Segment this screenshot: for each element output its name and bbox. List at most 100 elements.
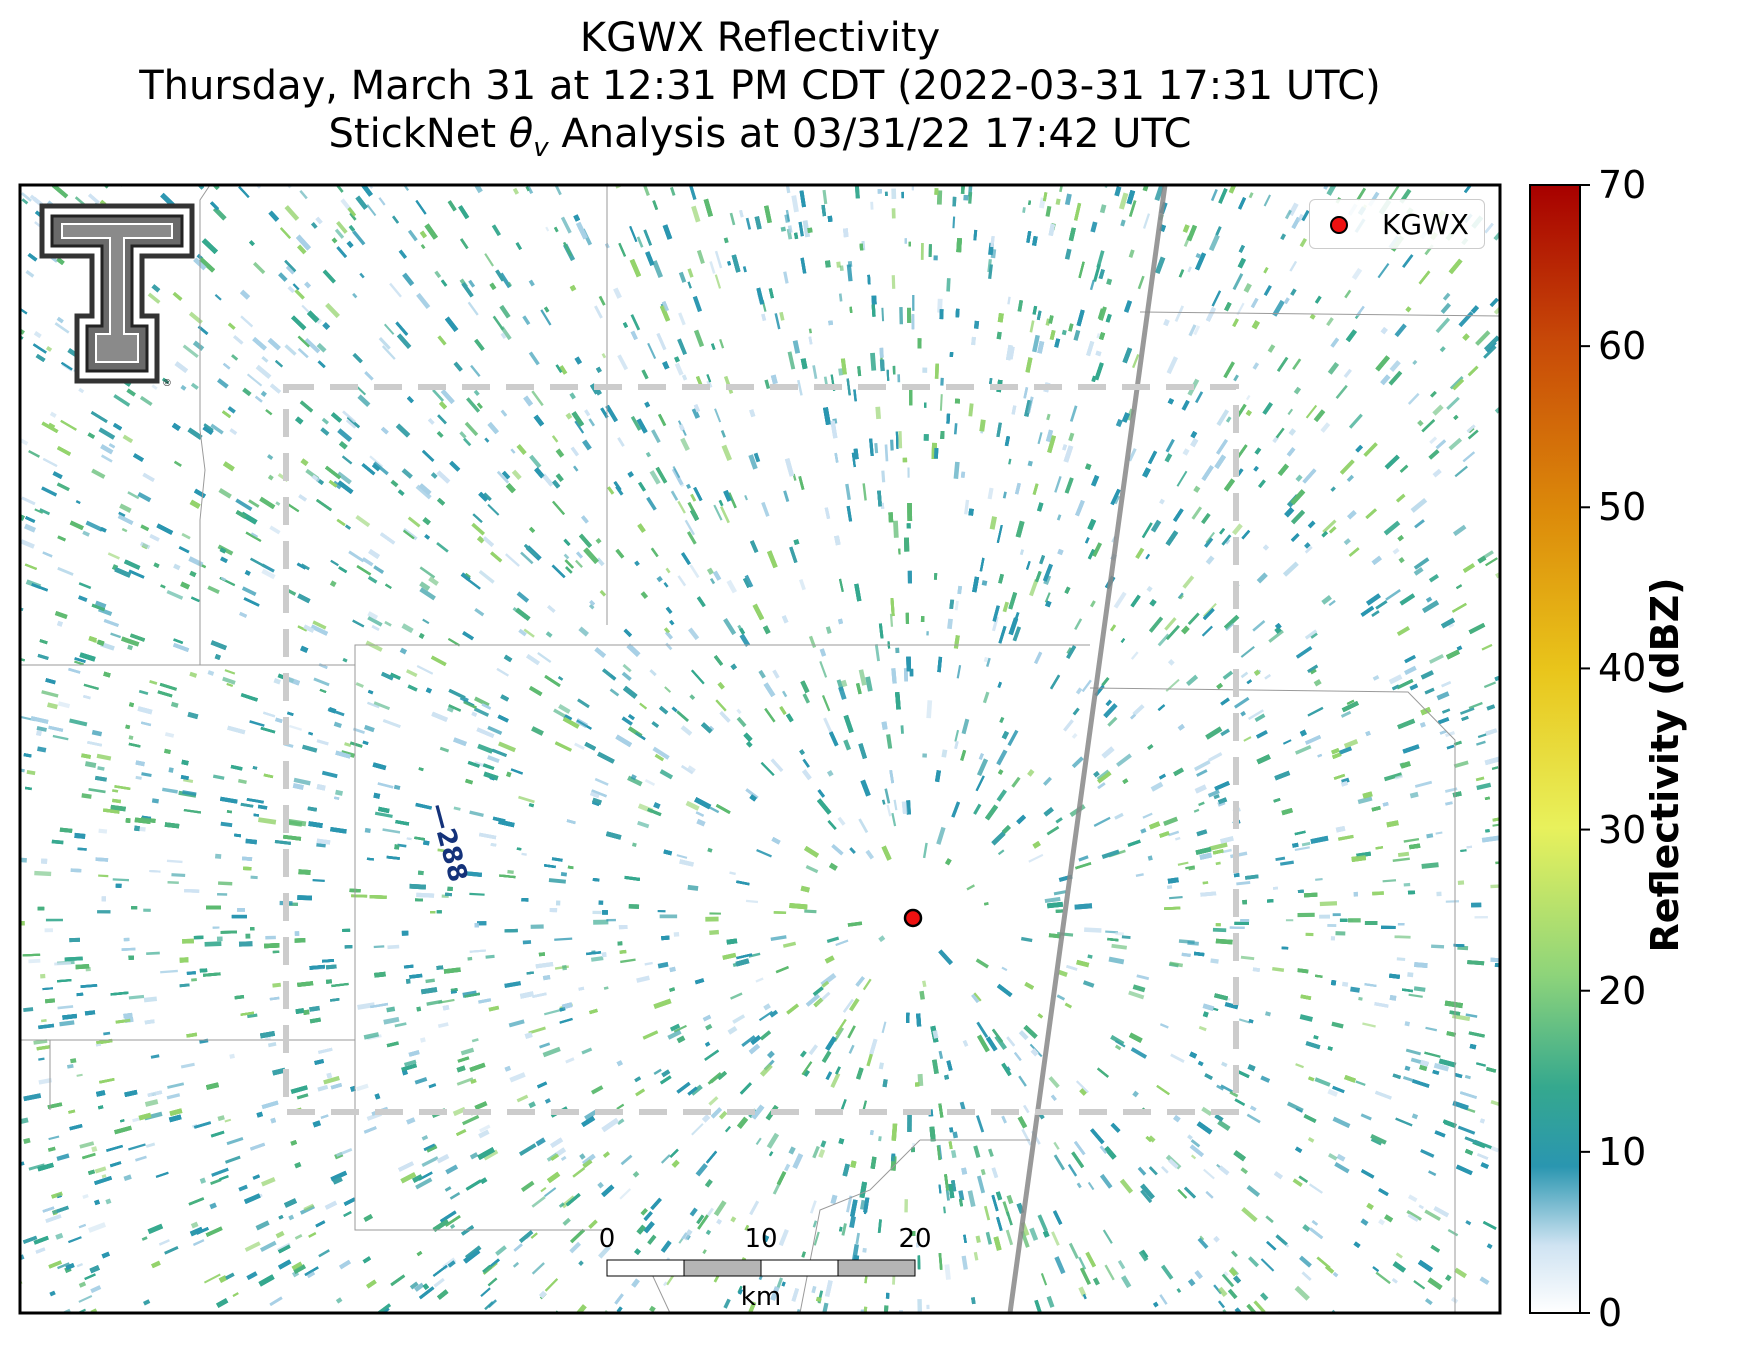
echo-gate — [1118, 192, 1129, 210]
echo-gate — [389, 282, 402, 298]
echo-gate — [76, 1073, 83, 1077]
echo-gate — [968, 403, 974, 417]
echo-gate — [729, 212, 736, 226]
echo-gate — [1096, 250, 1105, 269]
echo-gate — [1411, 1113, 1419, 1120]
echo-gate — [1346, 474, 1355, 483]
echo-gate — [691, 1123, 704, 1136]
echo-gate — [1128, 990, 1145, 1000]
echo-gate — [1388, 185, 1401, 200]
echo-gate — [166, 589, 184, 600]
echo-gate — [217, 881, 233, 886]
echo-gate — [563, 553, 570, 560]
echo-gate — [419, 587, 436, 601]
echo-gate — [1246, 1185, 1261, 1198]
echo-gate — [950, 1149, 957, 1159]
echo-gate — [138, 689, 149, 696]
echo-gate — [1212, 927, 1227, 933]
echo-gate — [805, 865, 819, 874]
echo-gate — [956, 665, 962, 679]
echo-gate — [1182, 448, 1190, 456]
echo-gate — [1414, 780, 1433, 788]
echo-gate — [1140, 828, 1147, 834]
echo-gate — [500, 332, 507, 339]
echo-gate — [498, 741, 516, 753]
echo-gate — [553, 708, 567, 719]
echo-gate — [812, 1220, 818, 1228]
echo-gate — [659, 914, 678, 919]
echo-gate — [730, 1216, 737, 1223]
echo-gate — [1299, 237, 1308, 248]
echo-gate — [1282, 739, 1292, 745]
echo-gate — [393, 784, 401, 791]
echo-gate — [1116, 753, 1132, 767]
echo-gate — [1424, 1209, 1441, 1221]
echo-gate — [802, 220, 811, 238]
echo-gate — [1495, 565, 1500, 579]
echo-gate — [1454, 1267, 1467, 1279]
echo-gate — [1370, 1138, 1382, 1146]
echo-gate — [991, 616, 999, 632]
echo-gate — [1177, 592, 1184, 599]
echo-gate — [151, 384, 158, 390]
echo-gate — [1272, 966, 1285, 973]
echo-gate — [1169, 961, 1184, 968]
echo-gate — [1051, 1231, 1060, 1246]
echo-gate — [574, 420, 585, 434]
echo-gate — [367, 575, 378, 584]
echo-gate — [344, 742, 352, 748]
echo-gate — [677, 575, 687, 587]
echo-gate — [874, 644, 880, 662]
echo-gate — [1403, 882, 1411, 887]
echo-gate — [128, 1143, 146, 1151]
echo-gate — [144, 1099, 159, 1107]
echo-gate — [149, 679, 158, 685]
echo-gate — [1272, 299, 1285, 317]
echo-gate — [1231, 1250, 1238, 1258]
echo-gate — [897, 374, 901, 383]
echo-gate — [543, 1008, 562, 1016]
echo-gate — [1396, 957, 1406, 962]
echo-gate — [1048, 1076, 1060, 1089]
echo-gate — [1408, 1194, 1418, 1203]
echo-gate — [401, 623, 414, 634]
echo-gate — [293, 777, 311, 786]
echo-gate — [471, 1038, 479, 1043]
echo-gate — [150, 1054, 160, 1059]
echo-gate — [763, 1003, 771, 1011]
echo-gate — [390, 479, 399, 488]
echo-gate — [560, 216, 572, 234]
echo-gate — [1055, 198, 1061, 206]
echo-gate — [1191, 506, 1203, 520]
echo-gate — [1001, 966, 1008, 972]
echo-gate — [98, 874, 109, 878]
echo-gate — [1465, 1013, 1478, 1018]
echo-gate — [1321, 595, 1332, 605]
echo-gate — [398, 185, 410, 192]
echo-gate — [1476, 782, 1492, 791]
echo-gate — [926, 700, 933, 719]
echo-gate — [255, 1220, 270, 1231]
echo-gate — [1413, 557, 1430, 570]
echo-gate — [594, 305, 603, 319]
echo-gate — [70, 1058, 77, 1064]
echo-gate — [141, 772, 152, 778]
echo-gate — [729, 871, 736, 876]
echo-gate — [403, 1059, 417, 1067]
echo-gate — [462, 1114, 480, 1126]
echo-gate — [160, 969, 178, 974]
echo-gate — [1292, 1178, 1303, 1187]
echo-gate — [1216, 1084, 1225, 1091]
echo-gate — [434, 270, 442, 279]
echo-gate — [764, 379, 771, 390]
echo-gate — [113, 394, 131, 407]
echo-gate — [1305, 932, 1314, 937]
echo-gate — [1328, 599, 1336, 607]
echo-gate — [45, 345, 53, 352]
echo-gate — [677, 500, 686, 514]
echo-gate — [1404, 1021, 1411, 1027]
echo-gate — [250, 875, 258, 880]
echo-gate — [218, 487, 232, 499]
echo-gate — [542, 1046, 561, 1058]
